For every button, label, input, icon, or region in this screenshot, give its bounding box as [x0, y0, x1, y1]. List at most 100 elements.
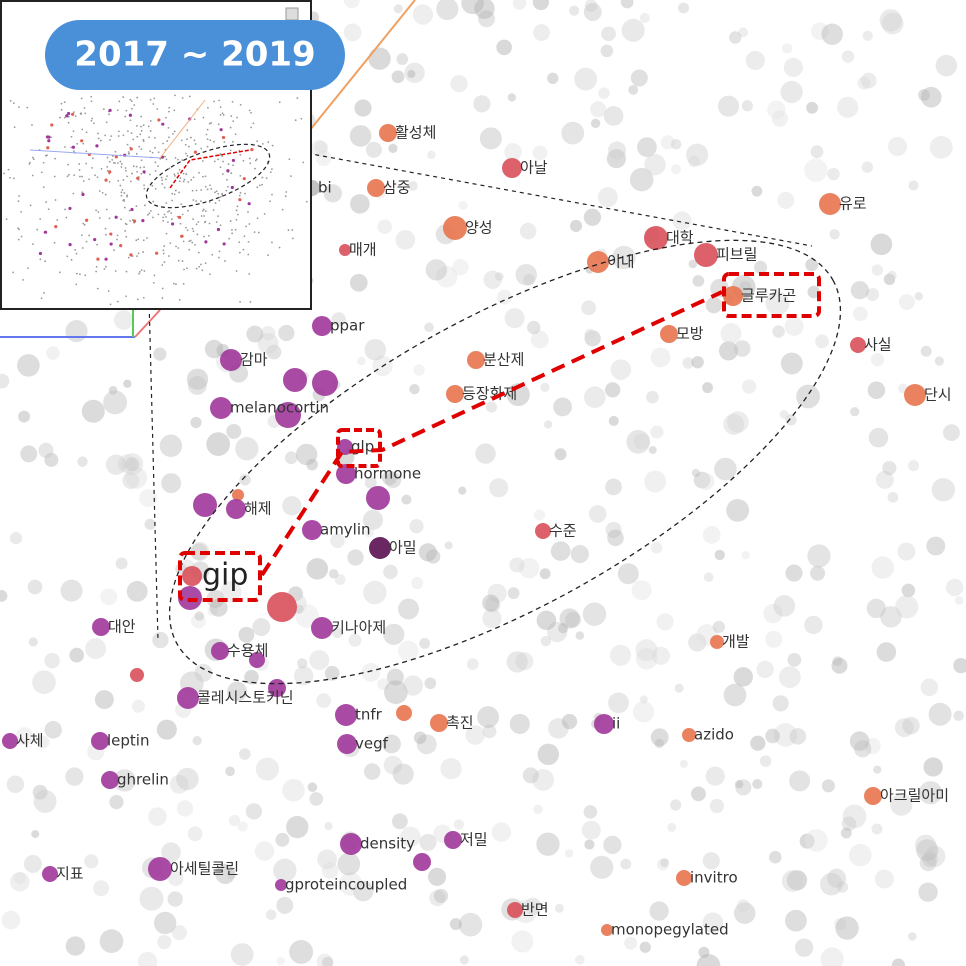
- background-dot: [237, 821, 248, 832]
- background-dot: [832, 656, 843, 667]
- background-dot: [317, 849, 337, 870]
- background-dot: [361, 662, 381, 682]
- background-dot: [474, 0, 495, 19]
- background-dot: [65, 767, 84, 786]
- inset-dot: [53, 175, 56, 178]
- background-dot: [876, 642, 897, 662]
- background-dot: [807, 285, 820, 299]
- inset-button[interactable]: [285, 7, 299, 21]
- inset-dot: [219, 195, 222, 198]
- background-dot: [815, 334, 829, 349]
- background-dot: [639, 941, 651, 953]
- background-dot: [682, 357, 694, 369]
- background-dot: [398, 598, 420, 620]
- background-dot: [804, 615, 823, 635]
- inset-dot: [207, 234, 210, 237]
- inset-dot: [114, 155, 118, 159]
- background-dot: [702, 912, 724, 934]
- background-dot: [148, 807, 167, 826]
- inset-dot: [103, 268, 106, 270]
- node-dot: [443, 216, 467, 240]
- inset-dot: [13, 126, 16, 129]
- background-dot: [364, 476, 377, 489]
- inset-dot: [146, 237, 148, 239]
- inset-dot: [239, 192, 242, 194]
- inset-dot: [95, 144, 99, 148]
- inset-dot: [43, 230, 48, 234]
- inset-dot: [152, 200, 155, 203]
- inset-dot: [116, 109, 119, 112]
- inset-dot: [152, 281, 155, 284]
- inset-dot: [175, 283, 177, 286]
- inset-dot: [223, 141, 226, 143]
- inset-dot: [281, 208, 284, 211]
- background-dot: [187, 376, 207, 395]
- inset-dot: [42, 186, 45, 189]
- inset-dot: [54, 199, 57, 201]
- node-label: 매개: [349, 241, 377, 259]
- node-label: 대안: [108, 618, 136, 636]
- background-dot: [117, 454, 137, 474]
- inset-dot: [129, 180, 132, 183]
- background-dot: [547, 72, 559, 85]
- background-dot: [81, 399, 105, 423]
- background-dot: [657, 858, 669, 871]
- background-dot: [561, 121, 585, 145]
- inset-dot: [46, 146, 50, 150]
- inset-dot: [149, 120, 152, 122]
- background-dot: [532, 145, 548, 161]
- node-dot: [723, 286, 743, 306]
- background-dot: [805, 258, 819, 272]
- node-label: ppar: [330, 317, 365, 335]
- node-dot: [446, 385, 464, 403]
- node-label: 사체: [16, 732, 44, 750]
- node-label: 해제: [244, 500, 272, 518]
- inset-dot: [196, 233, 199, 236]
- background-dot: [252, 618, 271, 637]
- inset-dot: [72, 111, 75, 114]
- background-dot: [931, 478, 955, 502]
- background-dot: [866, 287, 880, 301]
- inset-dot: [269, 200, 271, 203]
- node-label: 아세틸콜린: [170, 860, 239, 878]
- inset-dot: [155, 251, 159, 255]
- inset-dot: [135, 205, 138, 208]
- background-dot: [362, 509, 383, 530]
- node-dot: [339, 244, 351, 256]
- inset-dot: [186, 267, 188, 270]
- background-dot: [385, 472, 402, 489]
- inset-dot: [151, 151, 154, 154]
- inset-dot: [197, 251, 200, 254]
- background-dot: [582, 602, 607, 626]
- inset-dot: [166, 175, 168, 178]
- inset-dot: [44, 154, 47, 157]
- inset-dot: [173, 109, 176, 112]
- background-dot: [324, 665, 340, 681]
- inset-dot: [128, 209, 131, 212]
- background-dot: [94, 690, 114, 710]
- inset-dot: [291, 229, 294, 231]
- background-dot: [416, 734, 437, 755]
- inset-dot: [73, 174, 76, 177]
- inset-dot: [85, 218, 89, 222]
- background-dot: [550, 541, 571, 561]
- inset-dot: [197, 221, 200, 223]
- background-dot: [108, 385, 118, 395]
- background-dot: [537, 743, 560, 766]
- background-dot: [352, 880, 374, 902]
- inset-dot: [105, 208, 108, 211]
- inset-dot: [206, 138, 209, 141]
- inset-dot: [195, 267, 198, 270]
- inset-dot: [188, 95, 191, 98]
- inset-dot: [271, 168, 273, 171]
- inset-dot: [42, 161, 45, 164]
- background-dot: [712, 620, 725, 634]
- background-dot: [413, 364, 425, 376]
- background-dot: [331, 312, 346, 327]
- background-dot: [705, 296, 723, 314]
- inset-dot: [243, 235, 246, 238]
- background-dot: [324, 821, 333, 831]
- inset-dot: [235, 218, 238, 221]
- inset-dot: [248, 223, 251, 225]
- inset-dot: [177, 247, 180, 249]
